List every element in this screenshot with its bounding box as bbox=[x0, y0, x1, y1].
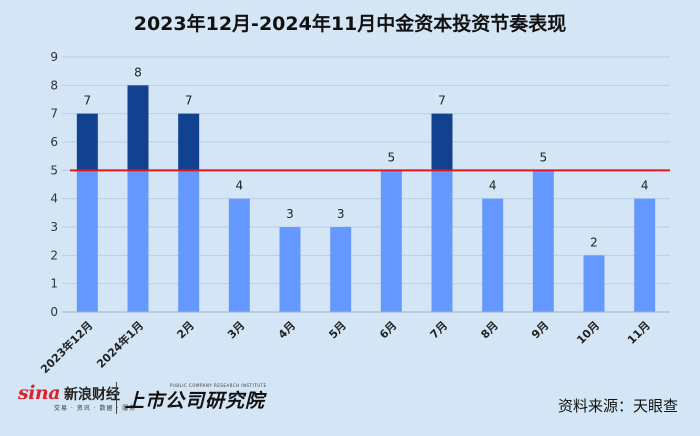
bar-above-reference bbox=[431, 113, 453, 171]
y-tick-label: 8 bbox=[50, 78, 58, 92]
data-label: 4 bbox=[236, 179, 244, 193]
y-tick-label: 1 bbox=[50, 277, 58, 291]
chart-title: 2023年12月-2024年11月中金资本投资节奏表现 bbox=[133, 13, 567, 35]
bar bbox=[228, 198, 250, 312]
data-label: 4 bbox=[489, 179, 497, 193]
bar-above-reference bbox=[178, 113, 200, 171]
sina-logo: sina bbox=[18, 382, 61, 404]
bar bbox=[634, 198, 656, 312]
data-label: 4 bbox=[641, 179, 649, 193]
x-tick-label: 8月 bbox=[478, 319, 500, 341]
x-tick-label: 9月 bbox=[529, 319, 551, 341]
y-tick-label: 7 bbox=[50, 107, 58, 121]
y-tick-label: 4 bbox=[50, 192, 58, 206]
bar-above-reference bbox=[76, 113, 98, 171]
x-tick-label: 11月 bbox=[625, 319, 653, 347]
y-tick-label: 3 bbox=[50, 220, 58, 234]
bar-chart: 0 1 2 3 4 5 6 7 8 9 7 2023年12月 8 2024年1月 7 2月 4 3月 3 4月 3 5月 5… bbox=[38, 50, 670, 376]
bar bbox=[127, 170, 149, 312]
y-tick-label: 0 bbox=[50, 305, 58, 319]
x-tick-label: 3月 bbox=[225, 319, 247, 341]
sina-tagline: 交易 · 资讯 · 数据 · 服务 bbox=[54, 405, 137, 412]
y-tick-label: 6 bbox=[50, 135, 58, 149]
x-tick-label: 7月 bbox=[428, 319, 450, 341]
data-label: 7 bbox=[185, 94, 193, 108]
x-tick-label: 2024年1月 bbox=[94, 318, 147, 371]
bar bbox=[431, 170, 453, 312]
y-tick-label: 2 bbox=[50, 248, 58, 262]
data-label: 5 bbox=[388, 150, 396, 164]
x-tick-label: 5月 bbox=[326, 319, 348, 341]
bar-above-reference bbox=[127, 85, 149, 171]
footer-divider bbox=[116, 382, 117, 414]
x-tick-label: 2023年12月 bbox=[38, 318, 96, 376]
bar bbox=[532, 170, 554, 312]
data-label: 2 bbox=[590, 235, 598, 249]
sina-finance-name: 新浪财经 bbox=[64, 387, 120, 403]
data-source: 资料来源：天眼查 bbox=[557, 397, 678, 415]
bar bbox=[583, 255, 605, 312]
institute-name: 上市公司研究院 bbox=[125, 390, 266, 412]
x-tick-label: 10月 bbox=[574, 319, 602, 347]
data-label: 3 bbox=[286, 207, 294, 221]
y-tick-label: 5 bbox=[50, 163, 58, 177]
bar bbox=[76, 170, 98, 312]
bar bbox=[279, 227, 301, 312]
data-label: 7 bbox=[84, 94, 92, 108]
x-tick-label: 2月 bbox=[174, 319, 196, 341]
y-tick-label: 9 bbox=[50, 50, 58, 64]
footer: sina 新浪财经 交易 · 资讯 · 数据 · 服务 PUBLIC COMPA… bbox=[0, 378, 700, 436]
institute-english-name: PUBLIC COMPANY RESEARCH INSTITUTE bbox=[170, 383, 267, 388]
bar bbox=[380, 170, 402, 312]
data-label: 8 bbox=[134, 65, 142, 79]
bar bbox=[178, 170, 200, 312]
x-tick-label: 4月 bbox=[276, 319, 298, 341]
data-label: 7 bbox=[438, 94, 446, 108]
data-label: 3 bbox=[337, 207, 345, 221]
bar bbox=[330, 227, 352, 312]
data-label: 5 bbox=[540, 150, 548, 164]
bar bbox=[482, 198, 504, 312]
x-tick-label: 6月 bbox=[377, 319, 399, 341]
